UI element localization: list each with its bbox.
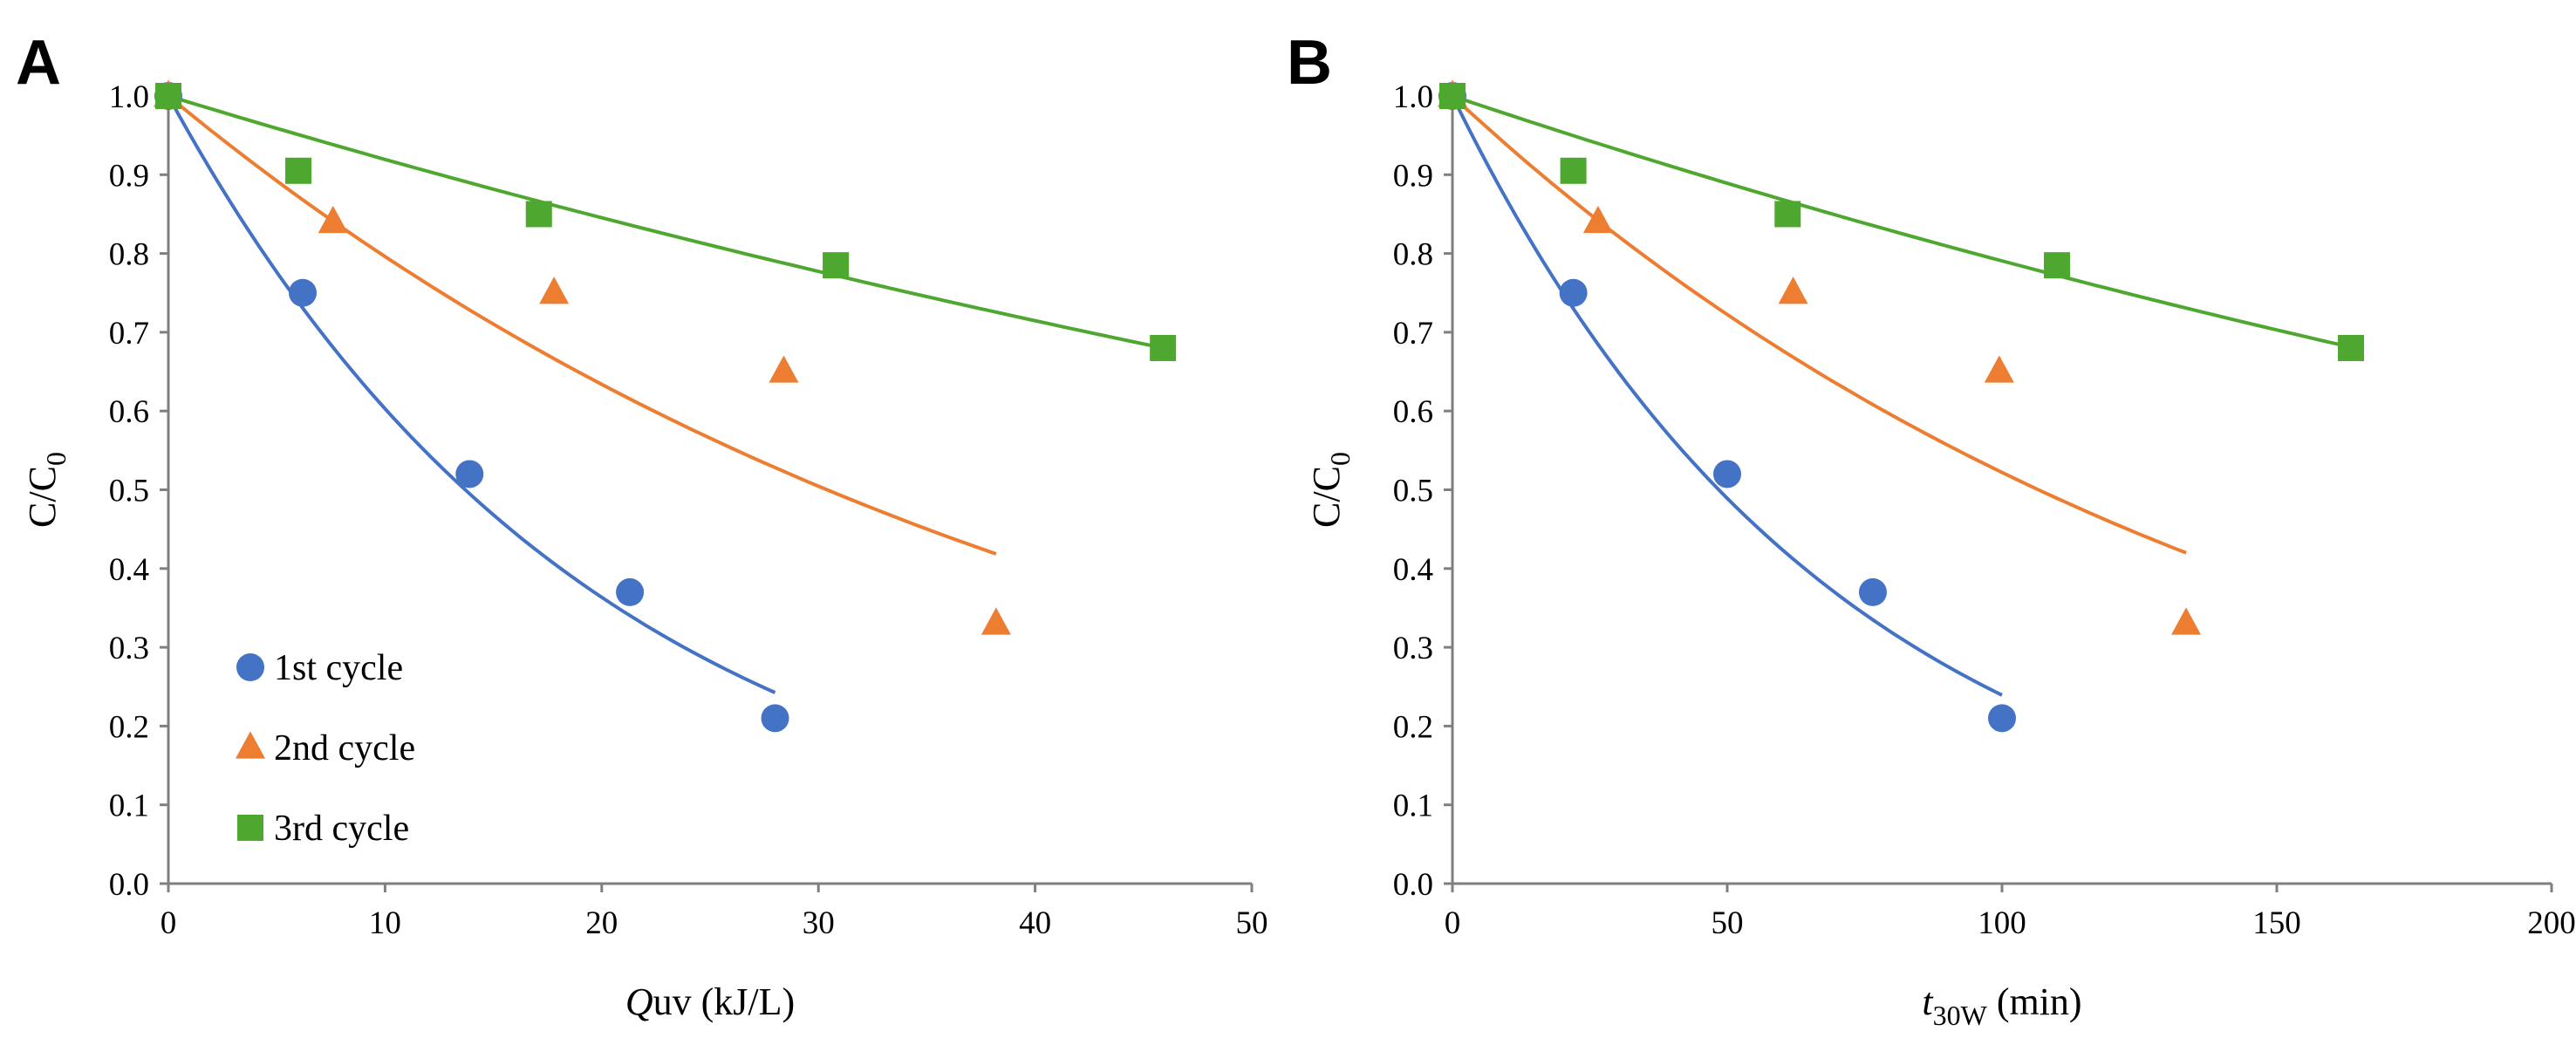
- y-axis-title-main: C/C: [1305, 466, 1348, 528]
- data-point-square: [2338, 334, 2365, 361]
- data-point-circle: [1559, 278, 1588, 307]
- y-axis-title: C/C0: [1305, 452, 1356, 528]
- y-tick-label: 0.3: [1393, 631, 1433, 666]
- legend-marker-circle: [236, 653, 264, 681]
- x-tick-label: 100: [1978, 905, 2026, 941]
- y-tick-label: 0.2: [1393, 709, 1433, 745]
- legend-marker-square: [237, 815, 263, 841]
- data-point-triangle: [2171, 607, 2202, 635]
- y-axis-title-sub: 0: [1324, 452, 1356, 466]
- fit-line: [1451, 95, 2003, 697]
- fit-line: [167, 94, 997, 556]
- x-tick-label: 40: [1019, 905, 1051, 941]
- fit-line: [167, 95, 776, 694]
- data-point-square: [285, 157, 312, 184]
- data-point-circle: [289, 278, 318, 307]
- data-point-square: [1150, 334, 1177, 361]
- data-point-triangle: [769, 355, 799, 383]
- x-tick-label: 200: [2527, 905, 2576, 941]
- data-point-square: [1774, 201, 1801, 228]
- x-axis-title-main: Q: [625, 980, 653, 1023]
- y-tick-label: 0.0: [109, 867, 149, 903]
- y-tick-label: 1.0: [1393, 79, 1433, 115]
- y-tick-label: 0.1: [1393, 789, 1433, 824]
- data-point-triangle: [981, 607, 1011, 635]
- data-point-square: [1560, 157, 1587, 184]
- y-tick-label: 0.4: [109, 552, 149, 588]
- legend-marker-triangle: [236, 731, 265, 759]
- data-point-circle: [455, 460, 484, 488]
- y-axis-title-sub: 0: [40, 452, 72, 466]
- y-tick-label: 0.8: [1393, 237, 1433, 273]
- data-point-square: [2044, 252, 2070, 279]
- y-tick-label: 0.5: [109, 474, 149, 509]
- y-axis-title: C/C0: [21, 452, 72, 528]
- data-point-square: [823, 252, 850, 279]
- y-tick-label: 0.5: [1393, 474, 1433, 509]
- x-tick-label: 150: [2252, 905, 2301, 941]
- x-tick-label: 30: [803, 905, 835, 941]
- legend-label: 3rd cycle: [274, 809, 409, 849]
- fit-line: [1451, 94, 2187, 555]
- legend-label: 2nd cycle: [274, 728, 415, 768]
- y-tick-label: 0.8: [109, 237, 149, 273]
- data-point-square: [1439, 83, 1466, 109]
- data-point-triangle: [1582, 205, 1613, 234]
- y-tick-label: 1.0: [109, 79, 149, 115]
- x-tick-label: 0: [161, 905, 177, 941]
- fit-line: [167, 94, 1164, 350]
- data-point-square: [525, 201, 552, 228]
- data-point-triangle: [318, 205, 348, 234]
- y-tick-label: 0.2: [109, 709, 149, 745]
- panel-label: B: [1287, 28, 1332, 98]
- x-tick-label: 0: [1445, 905, 1461, 941]
- data-point-circle: [761, 704, 789, 733]
- x-axis-title-main: t: [1922, 980, 1934, 1023]
- y-tick-label: 0.3: [109, 631, 149, 666]
- x-axis-title: t30W (min): [1922, 980, 2081, 1031]
- fit-line: [1452, 94, 2352, 350]
- y-tick-label: 0.4: [1393, 552, 1433, 588]
- x-axis-title-rest: (min): [1987, 980, 2082, 1023]
- legend-label: 1st cycle: [274, 648, 403, 688]
- x-tick-label: 20: [585, 905, 618, 941]
- y-tick-label: 0.7: [109, 316, 149, 352]
- y-tick-label: 0.6: [1393, 394, 1433, 430]
- y-tick-label: 0.0: [1393, 867, 1433, 903]
- data-point-circle: [616, 577, 645, 606]
- data-point-triangle: [1778, 277, 1808, 304]
- panel-label: A: [16, 28, 61, 98]
- data-point-circle: [1988, 704, 2016, 733]
- panel-b: B 0.0 0.1 0.2 0.3 0.4 0.5 0.6 0.7 0.8 0.9 1.0 0 50 100…: [1287, 28, 2576, 1031]
- x-tick-label: 10: [369, 905, 401, 941]
- panel-a: A 0.0 0.1 0.2 0.3 0.4 0.5 0.6 0.7 0.8 0.9 1.0 0 10 20 3…: [16, 28, 1268, 1023]
- x-axis-title-rest: uv (kJ/L): [653, 980, 796, 1023]
- data-point-triangle: [539, 277, 570, 304]
- y-tick-label: 0.9: [1393, 158, 1433, 194]
- data-point-square: [155, 83, 181, 109]
- data-point-circle: [1713, 460, 1741, 488]
- y-tick-label: 0.1: [109, 789, 149, 824]
- y-tick-label: 0.6: [109, 394, 149, 430]
- x-tick-label: 50: [1236, 905, 1268, 941]
- y-tick-label: 0.9: [109, 158, 149, 194]
- x-axis-title-sub: 30W: [1933, 1000, 1988, 1031]
- data-point-triangle: [1984, 355, 2014, 383]
- x-tick-label: 50: [1712, 905, 1744, 941]
- y-tick-label: 0.7: [1393, 316, 1433, 352]
- data-point-circle: [1858, 577, 1887, 606]
- x-axis-title: Quv (kJ/L): [625, 980, 795, 1023]
- y-axis-title-main: C/C: [21, 466, 64, 528]
